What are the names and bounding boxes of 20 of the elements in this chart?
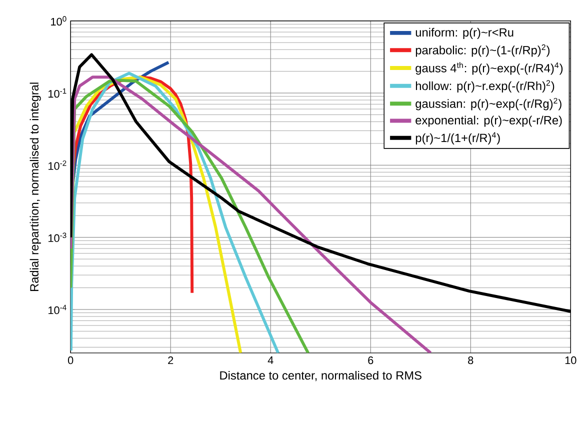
y-axis-title: Radial repartition, normalised to integral — [30, 82, 41, 291]
legend-label: gauss 4$^{th}$: p(r)~exp(-(r/R4)$^{4}$) — [416, 62, 563, 74]
legend-label: parabolic: p(r)~(1-(r/Rp)$^{2}$) — [416, 44, 550, 57]
x-tick-label: 2 — [168, 356, 174, 364]
y-tick-label: 10$^{0}$ — [51, 16, 66, 26]
x-tick-label: 10 — [565, 356, 576, 364]
legend-label: gaussian: p(r)~exp(-(r/Rg)$^{2}$) — [416, 98, 562, 110]
y-tick-label: 10$^{-2}$ — [48, 160, 66, 170]
x-tick-label: 8 — [468, 356, 474, 364]
y-tick-label: 10$^{-4}$ — [48, 304, 66, 314]
legend-label: exponential: p(r)~exp(-r/Re) — [416, 115, 562, 127]
legend-label: uniform: p(r)~r<Ru — [416, 28, 514, 39]
legend-label: hollow: p(r)~r.exp(-(r/Rh)$^{2}$) — [416, 80, 554, 92]
y-tick-label: 10$^{-3}$ — [48, 232, 66, 242]
x-tick-label: 6 — [368, 356, 374, 364]
y-tick-label: 10$^{-1}$ — [48, 88, 66, 98]
x-tick-label: 4 — [268, 356, 274, 364]
legend-label: p(r)~1/(1+(r/R)$^{4}$) — [416, 132, 500, 144]
x-axis-title: Distance to center, normalised to RMS — [220, 370, 422, 381]
x-tick-label: 0 — [68, 356, 74, 364]
